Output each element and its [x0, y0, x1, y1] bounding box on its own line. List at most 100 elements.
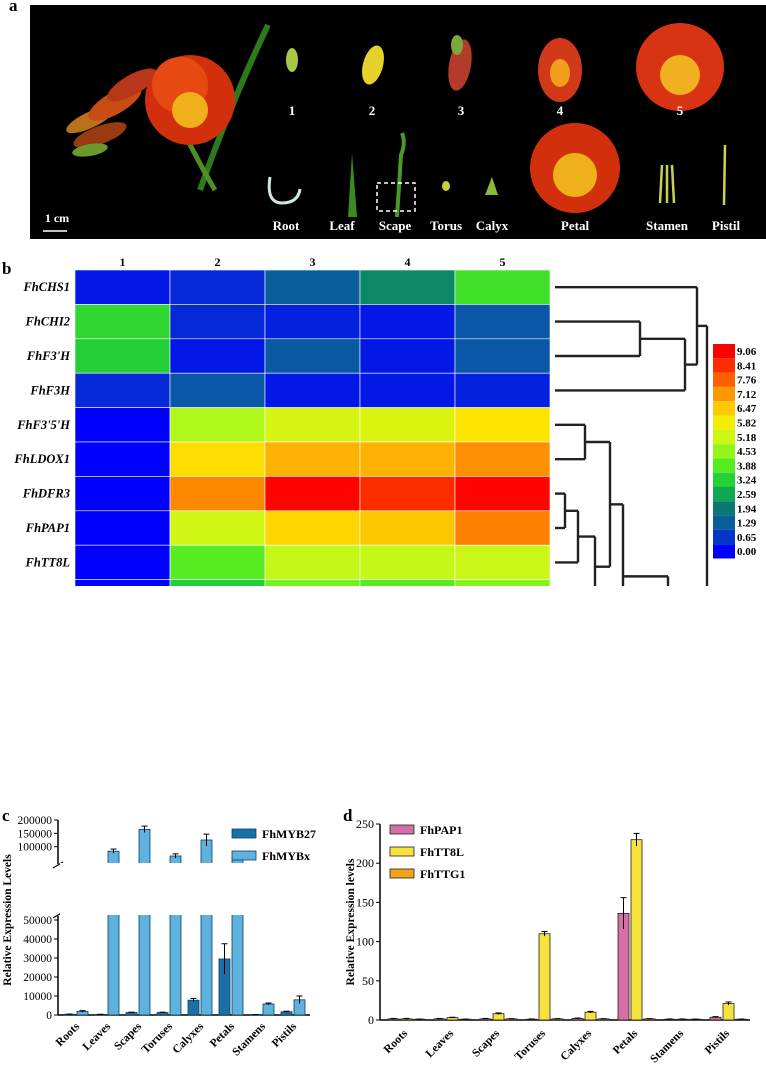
heatmap-cell — [169, 476, 266, 512]
legend-swatch — [713, 415, 735, 430]
legend-tick-label: 7.12 — [737, 389, 757, 401]
x-tick-label: Leaves — [424, 1027, 457, 1060]
x-tick-label: Leaves — [81, 1020, 114, 1053]
x-tick-label: Petals — [208, 1020, 238, 1050]
bar-FhPAP1 — [617, 912, 630, 1021]
heatmap-cell — [359, 441, 456, 477]
bar-FhTT8L — [722, 1003, 735, 1021]
legend-swatch — [713, 429, 735, 445]
legend-tick-label: 2.59 — [737, 489, 757, 501]
organ-label-scape: Scape — [378, 218, 412, 233]
panel-letter-b: b — [2, 259, 12, 278]
x-tick-label: Petals — [611, 1027, 641, 1057]
heatmap-cell — [264, 441, 361, 477]
heatmap-cell — [359, 407, 456, 443]
legend-label: FhTTG1 — [420, 867, 465, 881]
heatmap-cell — [74, 407, 171, 443]
legend-swatch — [231, 828, 257, 839]
x-tick-label: Roots — [54, 1020, 83, 1049]
legend-swatch — [389, 868, 415, 879]
heatmap-gene-label: FhDFR3 — [22, 487, 70, 501]
heatmap-cell — [74, 304, 171, 340]
legend-tick-label: 0.65 — [737, 532, 757, 544]
organ-label-pistil: Pistil — [711, 218, 741, 233]
heatmap-gene-label: FhCHS1 — [22, 280, 70, 294]
heatmap-cell — [74, 544, 171, 580]
y-tick-label: 0 — [368, 1013, 374, 1027]
legend-tick-label: 1.94 — [737, 503, 757, 515]
legend-swatch — [713, 444, 735, 459]
x-tick-label: Stamens — [230, 1020, 268, 1058]
panel-letter-d: d — [343, 806, 353, 825]
heatmap-panel: 1 2 3 4 5 FhCHS1 FhCHI2 FhF3'H FhF3H FhF3'5'H FhLD… — [13, 256, 757, 586]
organ-label-torus: Torus — [429, 218, 463, 233]
heatmap-cell — [264, 338, 361, 374]
heatmap-cell — [454, 372, 551, 408]
legend-swatch — [713, 515, 735, 530]
heatmap-gene-label: FhF3'5'H — [16, 418, 71, 432]
panel-letter-c: c — [2, 806, 10, 825]
x-tick-label: Pistils — [270, 1020, 300, 1050]
heatmap-cell — [169, 372, 266, 408]
x-tick-label: Toruses — [140, 1020, 176, 1056]
heatmap-gene-label: FhTT8L — [25, 555, 71, 569]
heatmap-cell — [454, 304, 551, 340]
y-tick-label: 100000 — [18, 842, 53, 854]
heatmap-cell — [264, 269, 361, 305]
legend-swatch — [713, 358, 735, 373]
legend-label: FhMYB27 — [262, 827, 316, 841]
heatmap-cell — [264, 476, 361, 512]
y-tick-label: 50000 — [23, 915, 52, 927]
organ-label-leaf: Leaf — [329, 218, 355, 233]
stage-label-2: 2 — [368, 103, 376, 118]
heatmap-cell — [74, 579, 171, 586]
heatmap-cell — [359, 269, 456, 305]
heatmap-cell — [169, 269, 266, 305]
bar-FhTT8L — [630, 839, 643, 1021]
organ-label-root: Root — [272, 218, 300, 233]
legend-swatch — [713, 529, 735, 545]
flower-photo-panel: 1 2 3 4 5 Root Leaf Scape Torus Calyx Pe… — [30, 5, 766, 239]
heatmap-cell — [359, 372, 456, 408]
heatmap-gene-label: FhLDOX1 — [13, 452, 70, 466]
heatmap-gene-label: FhF3'H — [26, 349, 71, 363]
y-tick-label: 200000 — [18, 815, 53, 827]
heatmap-cell — [454, 544, 551, 580]
legend-tick-label: 4.53 — [737, 446, 757, 458]
flower-illustration — [43, 23, 727, 232]
stage-label-1: 1 — [288, 103, 296, 118]
heatmap-cell — [454, 407, 551, 443]
axis-break-gap — [60, 863, 315, 915]
heatmap-cell — [264, 304, 361, 340]
heatmap-cell — [264, 579, 361, 586]
heatmap-cell — [264, 372, 361, 408]
heatmap-cell — [359, 510, 456, 546]
x-tick-label: Calyxes — [559, 1027, 595, 1063]
bar-chart-c: 0 10000 20000 30000 40000 50000 100000 15000020… — [2, 815, 316, 1058]
heatmap-cell — [359, 304, 456, 340]
bar-FhMYBx — [138, 828, 151, 1016]
legend-label: FhPAP1 — [420, 823, 462, 837]
legend-swatch — [713, 501, 735, 516]
legend-tick-label: 3.88 — [737, 460, 757, 472]
bar-FhMYBx — [262, 1003, 275, 1016]
x-tick-label: Calyxes — [171, 1020, 207, 1056]
y-tick-label: 10000 — [23, 991, 52, 1003]
legend-swatch — [713, 458, 735, 473]
heatmap-cell — [169, 544, 266, 580]
legend-swatch — [231, 850, 257, 861]
y-tick-label: 50 — [362, 974, 374, 988]
legend-swatch — [713, 472, 735, 487]
x-tick-label: Roots — [382, 1027, 411, 1056]
bar-FhMYB27 — [187, 999, 200, 1016]
heatmap-cell — [264, 407, 361, 443]
heatmap-cell — [74, 510, 171, 546]
stage-label-5: 5 — [676, 103, 684, 118]
organ-label-petal: Petal — [560, 218, 590, 233]
bar-FhTT8L — [584, 1011, 597, 1021]
organ-label-calyx: Calyx — [475, 218, 509, 233]
heatmap-cell — [169, 441, 266, 477]
y-tick-label: 30000 — [23, 953, 52, 965]
y-axis-label: Relative Expression levels — [345, 858, 357, 985]
bar-FhTT8L — [492, 1013, 505, 1021]
